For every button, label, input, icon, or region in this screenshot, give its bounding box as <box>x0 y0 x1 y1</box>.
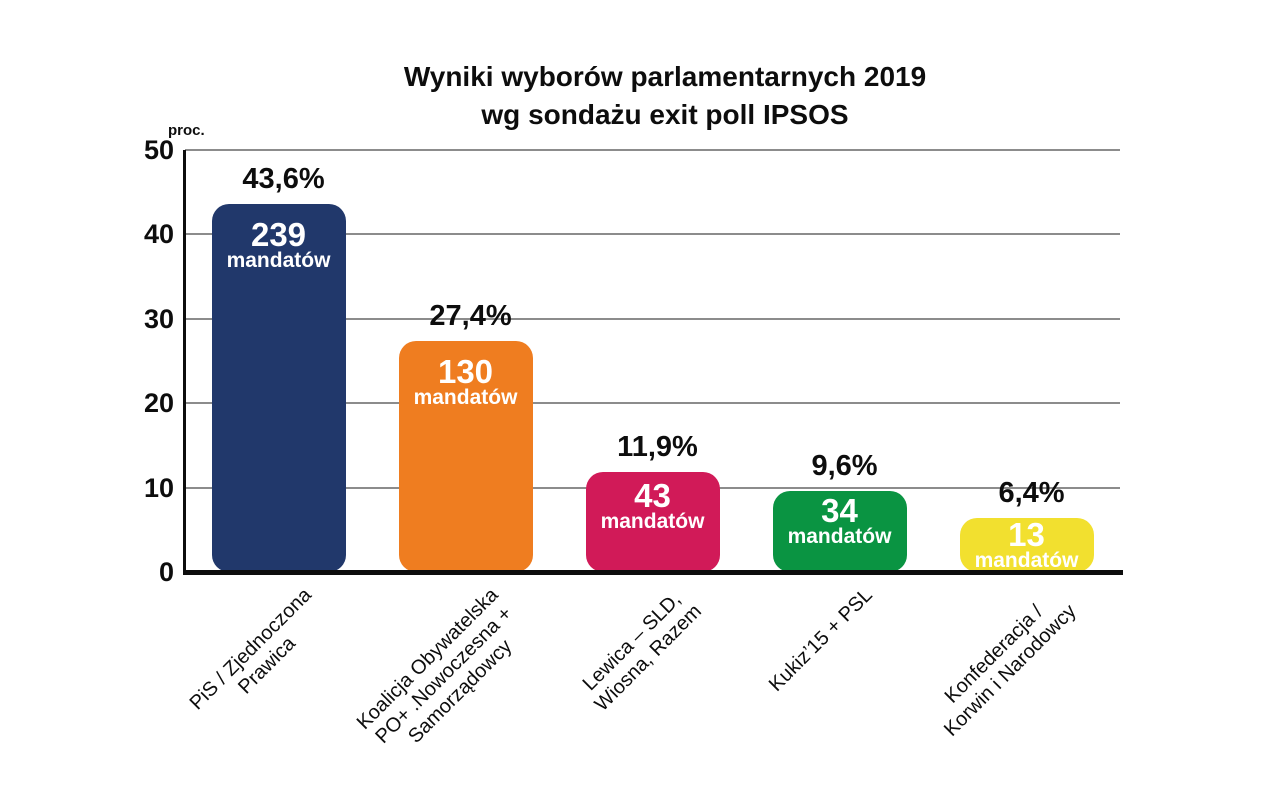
bar-seats-value: 239 <box>250 216 307 254</box>
x-axis-label-line: PO+ .Nowoczesna + <box>371 602 517 748</box>
x-axis <box>183 570 1123 575</box>
gridline <box>185 149 1120 151</box>
bar-seats-word: mandatów <box>600 509 705 533</box>
bar-percent-label: 43,6% <box>242 163 325 196</box>
bar: 43 mandatów <box>585 471 720 572</box>
y-axis <box>183 150 186 575</box>
y-tick-label: 50 <box>143 135 174 165</box>
y-axis-unit-label: proc. <box>168 122 205 139</box>
bar: 239 mandatów <box>211 204 346 572</box>
x-axis-label: Konfederacja / Korwin i Narodowcy <box>924 584 1081 741</box>
gridline <box>185 317 1120 320</box>
gridline <box>185 402 1120 405</box>
y-tick-label: 0 <box>158 557 174 587</box>
bar-seats-value: 130 <box>437 352 494 390</box>
bar: 130 mandatów <box>398 340 533 572</box>
bar-seats-word: mandatów <box>413 385 518 409</box>
bar-seats-value: 34 <box>821 491 858 529</box>
x-axis-label: Kukiz’15 + PSL <box>765 584 878 697</box>
bar-percent-label: 9,6% <box>811 449 878 482</box>
y-tick-label: 40 <box>143 219 174 250</box>
bar-percent-label: 27,4% <box>429 299 512 332</box>
bar-seats-word: mandatów <box>974 548 1079 572</box>
bar-seats-value: 13 <box>1008 515 1045 553</box>
y-tick-label: 10 <box>143 472 174 503</box>
bar-percent-label: 6,4% <box>998 476 1065 509</box>
x-axis-label-line: Konfederacja / <box>940 600 1048 708</box>
chart-title: Wyniki wyborów parlamentarnych 2019 wg s… <box>0 58 1280 134</box>
gridline <box>185 233 1120 236</box>
chart-title-line1: Wyniki wyborów parlamentarnych 2019 <box>403 61 927 92</box>
bar: 34 mandatów <box>772 490 907 572</box>
bar-seats-value: 43 <box>634 476 671 514</box>
x-axis-label: Lewica – SLD, Wiosna, Razem <box>575 584 707 716</box>
chart-title-line2: wg sondażu exit poll IPSOS <box>481 99 849 130</box>
bar-seats-word: mandatów <box>787 524 892 548</box>
bar-percent-label: 11,9% <box>617 430 698 463</box>
x-axis-label-line: Kukiz’15 + PSL <box>765 584 878 696</box>
y-tick-label: 30 <box>143 303 174 334</box>
bar-seats-word: mandatów <box>226 249 331 273</box>
x-axis-label: Koalicja Obywatelska PO+ .Nowoczesna + Sam… <box>353 584 536 767</box>
y-tick-label: 20 <box>143 388 174 419</box>
x-axis-label: PiS / Zjednoczona Prawica <box>186 584 333 731</box>
bar: 13 mandatów <box>959 515 1094 572</box>
